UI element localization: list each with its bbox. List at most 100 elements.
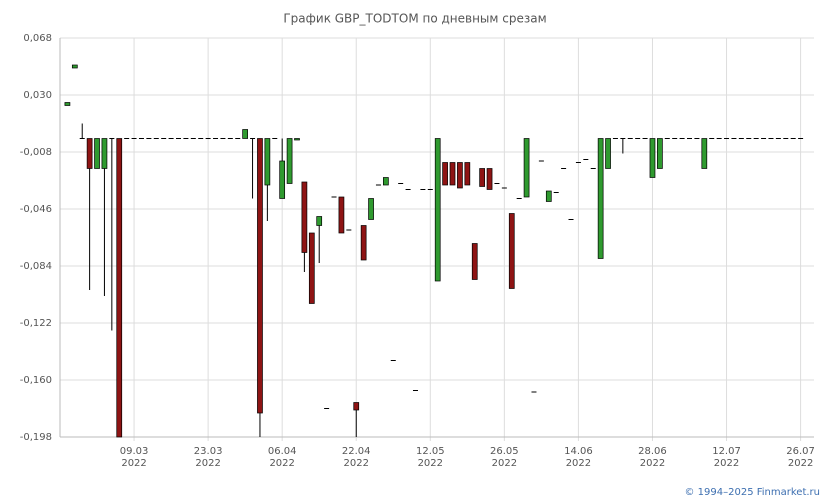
x-tick-label: 26.05 2022	[490, 446, 519, 469]
candle-body	[694, 138, 700, 139]
candle-body	[412, 390, 418, 391]
footer: © 1994–2025 Finmarket.ru	[684, 487, 820, 498]
candle-body	[205, 138, 211, 139]
candle-body	[257, 138, 263, 414]
y-tick-label: -0,084	[20, 261, 52, 272]
x-tick-label: 12.05 2022	[416, 446, 445, 469]
candle-body	[235, 138, 241, 139]
candle-body	[308, 232, 315, 304]
candle-body	[338, 196, 345, 234]
candle-body	[724, 138, 730, 139]
candle-body	[434, 138, 441, 282]
x-tick-label: 26.07 2022	[786, 446, 815, 469]
candle-body	[457, 162, 463, 189]
candle-body	[553, 192, 559, 193]
candle-body	[508, 213, 515, 289]
chart-title: График GBP_TODTOM по дневным срезам	[283, 12, 546, 26]
candle-body	[627, 138, 633, 139]
candle-body	[672, 138, 678, 139]
candle-body	[190, 138, 196, 139]
candle-body	[124, 138, 130, 139]
candle-body	[168, 138, 174, 139]
candle-body	[449, 162, 456, 186]
candle-body	[768, 138, 774, 139]
candle-body	[286, 138, 293, 184]
candle-body	[131, 138, 137, 139]
candle-body	[183, 138, 189, 139]
candle-body	[798, 138, 804, 139]
candle-body	[738, 138, 744, 139]
candle-body	[731, 138, 737, 139]
candle-body	[516, 198, 522, 199]
candle-body	[471, 243, 478, 280]
candle-body	[775, 138, 781, 139]
y-tick-label: -0,008	[20, 147, 52, 158]
candle-body	[590, 168, 596, 169]
x-tick-label: 28.06 2022	[638, 446, 667, 469]
candle-body	[538, 160, 544, 162]
candle-body	[146, 138, 152, 139]
x-tick-label: 06.04 2022	[268, 446, 297, 469]
candle-body	[605, 138, 611, 169]
candle-body	[612, 138, 618, 139]
candle-body	[657, 138, 663, 169]
candle-body	[405, 189, 411, 190]
candle-body	[561, 168, 567, 169]
candle-body	[597, 138, 604, 259]
candle-body	[301, 181, 308, 253]
candle-body	[642, 138, 648, 139]
candle-body	[531, 391, 537, 393]
y-tick-label: -0,046	[20, 204, 52, 215]
candle-body	[64, 102, 71, 106]
candle-body	[523, 138, 530, 198]
candle-body	[664, 138, 670, 139]
candle-body	[109, 138, 115, 139]
candle-body	[790, 138, 796, 139]
candle-body	[746, 138, 752, 139]
candle-body	[331, 196, 337, 198]
candle-body	[294, 138, 300, 141]
candle-body	[86, 138, 93, 169]
candle-body	[79, 138, 85, 139]
candle-body	[264, 138, 271, 186]
candle-body	[161, 138, 167, 139]
candle-body	[175, 138, 181, 139]
candle-body	[242, 129, 248, 139]
y-tick-label: -0,160	[20, 375, 52, 386]
candle-body	[545, 190, 552, 202]
candle-body	[568, 219, 574, 220]
candle-body	[138, 138, 144, 139]
candle-body	[501, 187, 507, 189]
candle-body	[101, 138, 108, 169]
candle-body	[360, 225, 367, 261]
candle-body	[250, 138, 256, 139]
candle-body	[442, 162, 448, 186]
candle-body	[227, 138, 233, 139]
candle-body	[761, 138, 767, 139]
candle-body	[220, 138, 226, 139]
candle-body	[375, 184, 381, 186]
candle-body	[390, 360, 396, 361]
candle-body	[620, 138, 626, 139]
candle-body	[635, 138, 641, 139]
candle-body	[486, 168, 493, 190]
y-tick-label: 0,068	[23, 33, 52, 44]
candle-body	[198, 138, 204, 139]
candle-body	[116, 138, 123, 438]
candle-body	[687, 138, 693, 139]
candle-body	[583, 159, 589, 160]
y-tick-label: 0,030	[23, 90, 52, 101]
candle-body	[716, 138, 722, 139]
candle-body	[753, 138, 759, 139]
candle-body	[153, 138, 159, 139]
candle-body	[213, 138, 219, 139]
candle-body	[709, 138, 715, 139]
candle-body	[701, 138, 708, 169]
x-tick-label: 22.04 2022	[342, 446, 371, 469]
candle-body	[383, 177, 389, 186]
candle-body	[353, 402, 360, 411]
x-tick-label: 12.07 2022	[712, 446, 741, 469]
candle-body	[494, 183, 500, 184]
y-tick-label: -0,198	[20, 432, 52, 443]
